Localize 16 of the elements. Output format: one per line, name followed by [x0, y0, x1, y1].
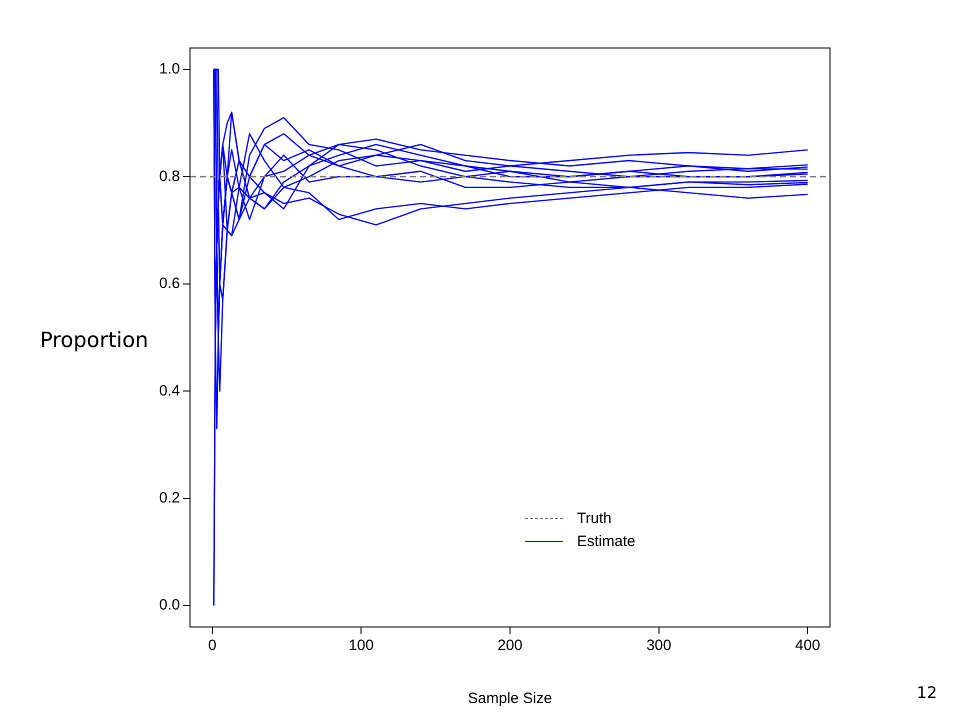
- y-tick-label: 0.2: [159, 489, 180, 506]
- x-tick-label: 200: [497, 637, 523, 654]
- x-tick-label: 100: [348, 637, 374, 654]
- legend-label: Truth: [577, 510, 612, 527]
- y-tick-label: 1.0: [159, 60, 180, 78]
- y-axis-title: Proportion: [40, 328, 148, 352]
- text: 12: [916, 683, 937, 702]
- y-tick-label: 0.0: [159, 596, 180, 614]
- x-tick-label: 400: [795, 637, 820, 654]
- x-axis-title: Sample Size: [468, 690, 552, 707]
- legend-label: Estimate: [577, 533, 636, 550]
- x-tick-label: 0: [208, 637, 216, 654]
- y-tick-label: 0.4: [159, 382, 180, 400]
- y-tick-label: 0.8: [159, 168, 180, 185]
- x-tick-label: 300: [646, 637, 672, 654]
- y-tick-label: 0.6: [159, 275, 180, 292]
